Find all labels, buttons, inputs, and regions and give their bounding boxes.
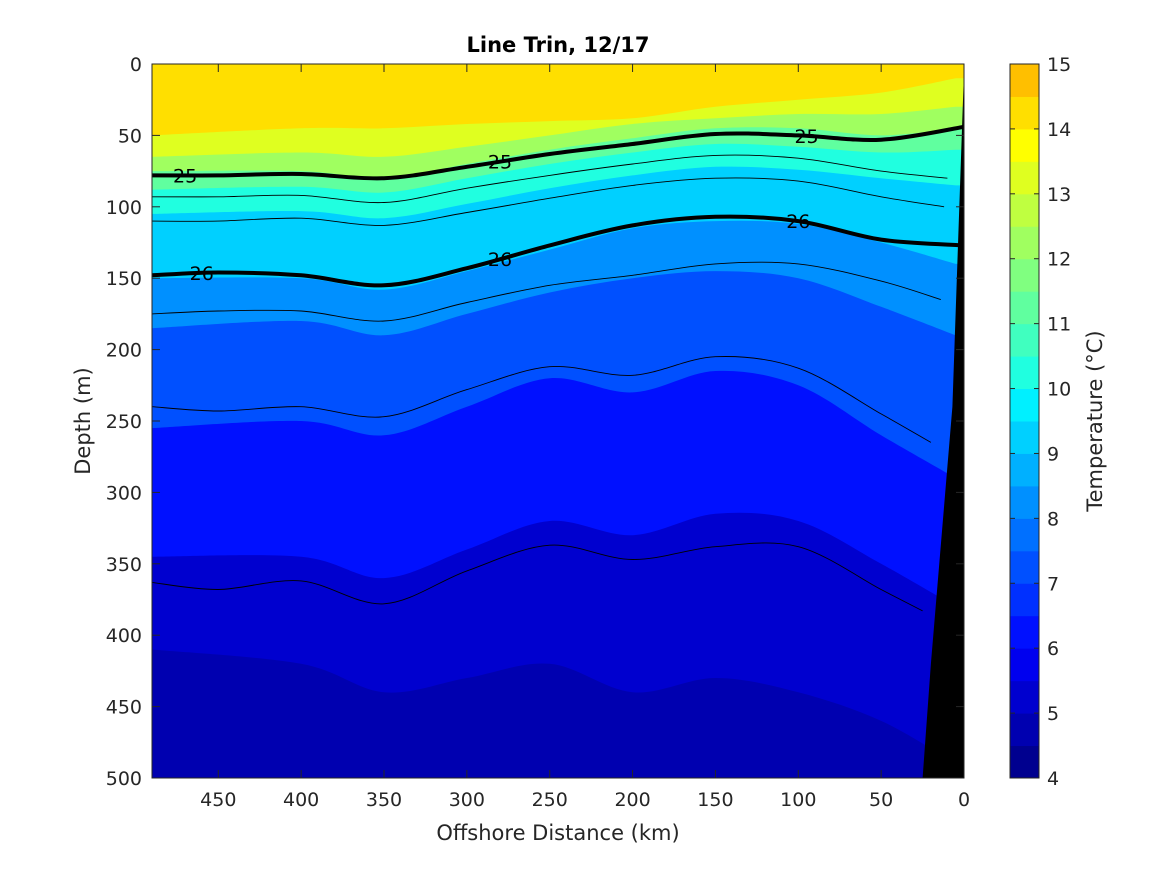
colorbar-label: Temperature (°C) bbox=[1083, 330, 1107, 512]
colorbar-tick-label: 13 bbox=[1047, 184, 1071, 206]
temperature-field bbox=[152, 64, 964, 778]
svg-text:25: 25 bbox=[488, 152, 512, 174]
colorbar-band bbox=[1010, 388, 1039, 422]
x-tick-label: 300 bbox=[449, 789, 485, 811]
svg-text:26: 26 bbox=[190, 263, 214, 285]
isopycnal-25 bbox=[152, 124, 964, 181]
isopycnal-label-26: 26 bbox=[190, 263, 214, 285]
isopycnal-26 bbox=[152, 214, 964, 288]
colorbar-band bbox=[1010, 64, 1039, 97]
svg-text:25: 25 bbox=[794, 126, 818, 148]
colorbar-tick-label: 12 bbox=[1047, 249, 1071, 271]
colorbar-band bbox=[1010, 421, 1039, 454]
x-tick-label: 250 bbox=[532, 789, 568, 811]
colorbar-tick-label: 11 bbox=[1047, 314, 1071, 336]
colorbar-band bbox=[1010, 745, 1039, 779]
x-tick-label: 350 bbox=[366, 789, 402, 811]
svg-text:26: 26 bbox=[488, 249, 512, 271]
colorbar-tick-label: 5 bbox=[1047, 703, 1059, 725]
colorbar-band bbox=[1010, 323, 1039, 357]
thin-contour-3 bbox=[152, 356, 932, 443]
colorbar-band bbox=[1010, 356, 1039, 390]
y-tick-label: 450 bbox=[106, 697, 142, 719]
y-tick-label: 150 bbox=[106, 268, 142, 290]
svg-text:25: 25 bbox=[173, 165, 197, 187]
colorbar-band bbox=[1010, 648, 1039, 682]
seafloor-wedge bbox=[922, 71, 964, 778]
thin-contour-1 bbox=[152, 177, 945, 226]
colorbar-tick-label: 9 bbox=[1047, 443, 1059, 465]
x-tick-label: 450 bbox=[200, 789, 236, 811]
thin-contour-4 bbox=[152, 542, 923, 612]
field-band-14 bbox=[152, 64, 964, 136]
colorbar bbox=[1010, 64, 1039, 779]
colorbar-tick-label: 6 bbox=[1047, 638, 1059, 660]
isopycnal-label-26: 26 bbox=[488, 249, 512, 271]
colorbar-band bbox=[1010, 258, 1039, 292]
x-tick-label: 50 bbox=[869, 789, 893, 811]
y-axis-ticks: 0 50 100 150 200 250 300 350 400 450 500 bbox=[106, 54, 964, 790]
colorbar-tick-label: 10 bbox=[1047, 379, 1071, 401]
y-tick-label: 500 bbox=[106, 768, 142, 790]
colorbar-frame bbox=[1009, 63, 1040, 779]
colorbar-band bbox=[1010, 550, 1039, 584]
y-tick-label: 100 bbox=[106, 197, 142, 219]
thin-contour-2 bbox=[152, 261, 941, 322]
x-tick-label: 0 bbox=[958, 789, 970, 811]
colorbar-band bbox=[1010, 161, 1039, 195]
isopycnal-label-25: 25 bbox=[488, 152, 512, 174]
colorbar-band bbox=[1010, 583, 1039, 617]
seafloor-mask bbox=[922, 71, 964, 778]
colorbar-band bbox=[1010, 128, 1039, 162]
x-tick-label: 400 bbox=[283, 789, 319, 811]
chart-title: Line Trin, 12/17 bbox=[466, 33, 649, 57]
colorbar-band bbox=[1010, 453, 1039, 487]
colorbar-band bbox=[1010, 226, 1039, 260]
y-tick-label: 350 bbox=[106, 554, 142, 576]
thin-contour-0 bbox=[152, 154, 948, 204]
colorbar-tick-label: 4 bbox=[1047, 768, 1059, 790]
colorbar-tick-label: 8 bbox=[1047, 508, 1059, 530]
y-tick-label: 250 bbox=[106, 411, 142, 433]
svg-text:26: 26 bbox=[786, 211, 810, 233]
colorbar-band bbox=[1010, 518, 1039, 552]
y-tick-label: 200 bbox=[106, 340, 142, 362]
y-tick-label: 300 bbox=[106, 482, 142, 504]
colorbar-band bbox=[1010, 485, 1039, 519]
colorbar-band bbox=[1010, 680, 1039, 714]
colorbar-tick-label: 15 bbox=[1047, 54, 1071, 76]
colorbar-tick-label: 7 bbox=[1047, 573, 1059, 595]
colorbar-band bbox=[1010, 96, 1039, 130]
x-tick-label: 100 bbox=[780, 789, 816, 811]
colorbar-tick-label: 14 bbox=[1047, 119, 1071, 141]
colorbar-band bbox=[1010, 615, 1039, 649]
y-tick-label: 400 bbox=[106, 625, 142, 647]
y-tick-label: 50 bbox=[118, 125, 142, 147]
colorbar-ticks: 4 5 6 7 8 9 10 11 12 13 14 15 bbox=[1010, 54, 1071, 790]
x-axis-label: Offshore Distance (km) bbox=[436, 821, 679, 845]
colorbar-band bbox=[1010, 713, 1039, 747]
isopycnal-label-25: 25 bbox=[173, 165, 197, 187]
isopycnal-label-26: 26 bbox=[786, 211, 810, 233]
y-tick-label: 0 bbox=[130, 54, 142, 76]
contour-lines bbox=[152, 124, 964, 612]
x-tick-label: 150 bbox=[697, 789, 733, 811]
x-tick-label: 200 bbox=[614, 789, 650, 811]
x-axis-ticks: 450 400 350 300 250 200 150 100 50 0 bbox=[200, 64, 970, 811]
y-axis-label: Depth (m) bbox=[71, 367, 95, 474]
isopycnal-label-25: 25 bbox=[794, 126, 818, 148]
isopycnal-labels: 25 25 25 26 26 26 bbox=[173, 126, 819, 285]
colorbar-band bbox=[1010, 193, 1039, 227]
colorbar-band bbox=[1010, 291, 1039, 325]
